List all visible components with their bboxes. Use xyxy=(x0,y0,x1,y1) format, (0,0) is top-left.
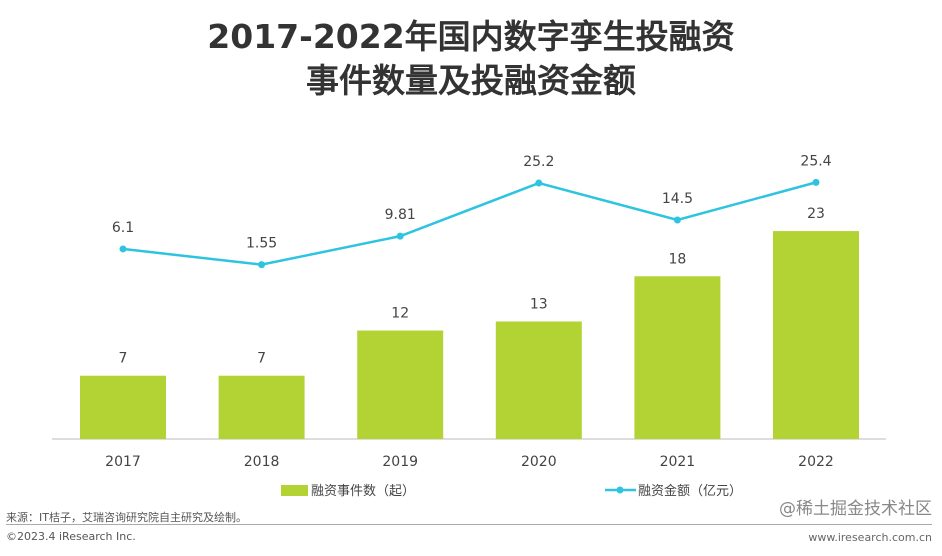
bar-2020 xyxy=(495,321,582,439)
legend-line-label: 融资金额（亿元） xyxy=(638,483,742,499)
x-tick-2017: 2017 xyxy=(105,454,141,470)
line-label-2021: 14.5 xyxy=(662,191,693,207)
legend-bar-label: 融资事件数（起） xyxy=(311,484,415,499)
bar-2019 xyxy=(357,330,444,439)
bar-2018 xyxy=(218,375,305,439)
line-point-2018 xyxy=(258,261,266,269)
bar-label-2020: 13 xyxy=(530,296,548,312)
source-note: 来源：IT桔子，艾瑞咨询研究院自主研究及绘制。 xyxy=(6,511,247,524)
line-label-2017: 6.1 xyxy=(112,220,134,236)
line-point-2020 xyxy=(535,179,543,187)
line-point-2019 xyxy=(396,232,404,240)
bar-label-2022: 23 xyxy=(807,206,825,222)
x-tick-2021: 2021 xyxy=(660,454,696,470)
line-label-2019: 9.81 xyxy=(385,207,416,223)
copyright: ©2023.4 iResearch Inc. xyxy=(6,530,136,543)
x-tick-2019: 2019 xyxy=(382,454,418,470)
line-point-2021 xyxy=(673,216,681,224)
x-tick-2020: 2020 xyxy=(521,454,557,470)
bar-2021 xyxy=(634,276,721,439)
bar-label-2018: 7 xyxy=(257,351,266,367)
chart-title-line2: 事件数量及投融资金额 xyxy=(306,61,636,100)
bar-label-2017: 7 xyxy=(119,351,128,367)
line-label-2020: 25.2 xyxy=(523,154,554,170)
bar-label-2019: 12 xyxy=(391,306,409,322)
x-tick-2018: 2018 xyxy=(244,454,280,470)
line-point-2017 xyxy=(119,245,127,253)
x-tick-2022: 2022 xyxy=(798,454,834,470)
line-label-2018: 1.55 xyxy=(246,236,277,252)
bar-2022 xyxy=(773,231,859,439)
bar-label-2021: 18 xyxy=(668,251,686,267)
line-series xyxy=(122,181,817,266)
footer-divider xyxy=(6,524,932,525)
site-url: www.iresearch.com.cn xyxy=(808,531,932,544)
legend-line-marker xyxy=(616,486,624,494)
bar-2017 xyxy=(80,375,166,439)
watermark: @稀土掘金技术社区 xyxy=(779,499,932,519)
line-point-2022 xyxy=(812,178,820,186)
line-label-2022: 25.4 xyxy=(800,153,831,169)
legend-bar-swatch xyxy=(281,485,308,496)
chart-title-line1: 2017-2022年国内数字孪生投融资 xyxy=(207,17,735,56)
